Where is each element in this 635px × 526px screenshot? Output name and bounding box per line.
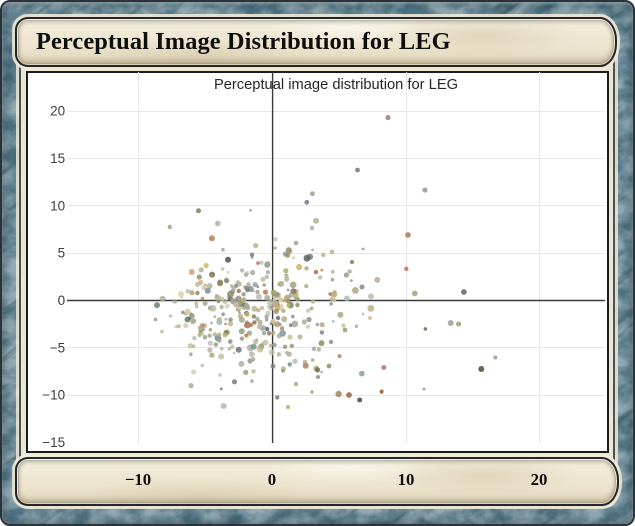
svg-text:20: 20: [50, 104, 65, 119]
svg-text:−15: −15: [42, 435, 65, 449]
svg-text:Perceptual image distribution: Perceptual image distribution for LEG: [214, 77, 458, 93]
svg-text:15: 15: [50, 151, 65, 166]
svg-text:−10: −10: [42, 388, 65, 403]
svg-text:−5: −5: [50, 340, 65, 355]
svg-text:0: 0: [58, 293, 66, 308]
svg-text:5: 5: [58, 246, 66, 261]
svg-text:10: 10: [50, 198, 65, 213]
